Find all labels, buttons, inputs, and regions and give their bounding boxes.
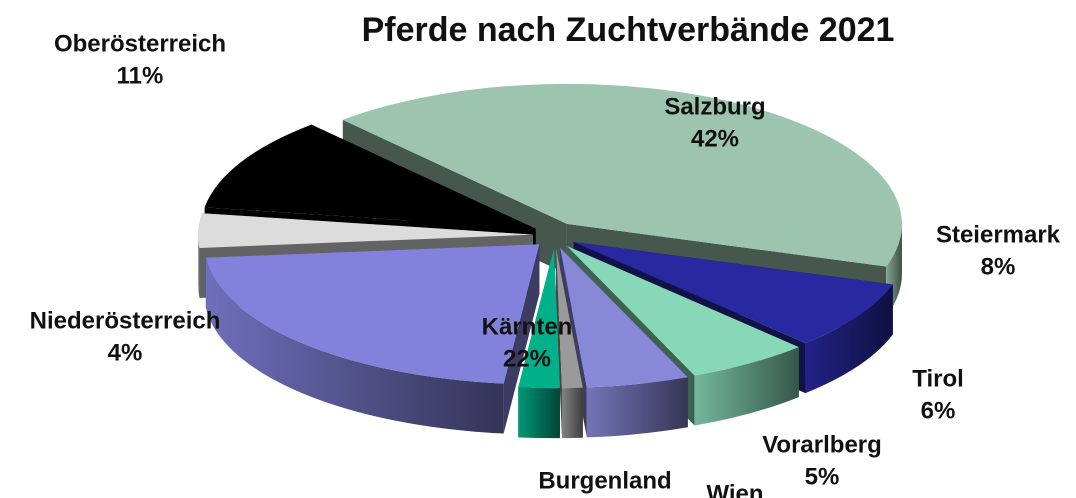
slice-label: Salzburg bbox=[664, 93, 765, 120]
slice bbox=[204, 124, 536, 229]
slice bbox=[567, 246, 799, 376]
slice-label: Oberösterreich bbox=[54, 30, 226, 57]
value-label: 22% bbox=[503, 345, 551, 372]
slice-side bbox=[805, 284, 893, 394]
slice-side bbox=[198, 234, 200, 298]
value-label: 6% bbox=[921, 397, 956, 424]
slice-side bbox=[694, 347, 799, 426]
slice bbox=[198, 213, 534, 248]
slice-side bbox=[586, 377, 688, 438]
slice-label: Burgenland bbox=[538, 467, 671, 494]
value-label: 8% bbox=[981, 253, 1016, 280]
slice-label: Vorarlberg bbox=[762, 431, 882, 458]
slice-side bbox=[518, 387, 560, 439]
chart-title: Pferde nach Zuchtverbände 2021 bbox=[362, 11, 895, 49]
value-label: 5% bbox=[805, 463, 840, 490]
slice-wall bbox=[556, 248, 562, 439]
slice-label: Wien bbox=[706, 480, 763, 498]
slice bbox=[205, 244, 540, 384]
value-label: 11% bbox=[117, 62, 164, 89]
slice-label: Kärnten bbox=[482, 313, 573, 340]
slice bbox=[518, 248, 560, 389]
slice-label: Steiermark bbox=[936, 221, 1061, 248]
slice-label: Niederösterreich bbox=[30, 307, 221, 334]
slice bbox=[560, 247, 688, 388]
value-label: 42% bbox=[691, 125, 739, 152]
slice-side bbox=[205, 257, 504, 434]
value-label: 4% bbox=[108, 339, 143, 366]
slice bbox=[573, 241, 893, 344]
slice-label: Tirol bbox=[912, 365, 964, 392]
slice bbox=[556, 248, 583, 389]
slice bbox=[342, 83, 902, 267]
slice-side bbox=[561, 387, 583, 439]
